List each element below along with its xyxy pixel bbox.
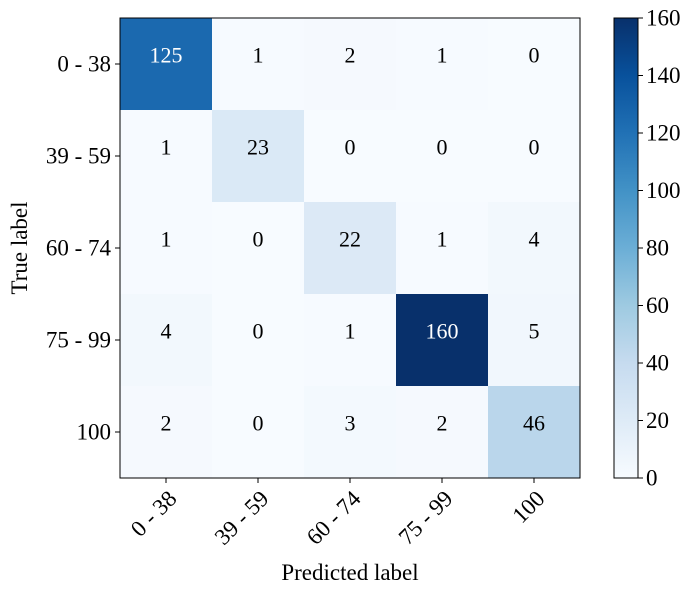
- cell-value-label: 125: [150, 43, 183, 68]
- heatmap-cell: [304, 294, 397, 387]
- cell-value-label: 0: [253, 227, 264, 252]
- colorbar-ticks: 0 20 40 60 80 100 120 140 160: [638, 6, 681, 491]
- heatmap-cell: [396, 18, 489, 111]
- colorbar-tick-label: 120: [646, 121, 681, 146]
- heatmap-cell: [304, 18, 397, 111]
- cell-value-label: 2: [345, 43, 356, 68]
- heatmap-cell: [212, 18, 305, 111]
- cell-value-label: 5: [529, 319, 540, 344]
- colorbar-tick-label: 20: [646, 408, 669, 433]
- cell-value-label: 0: [253, 319, 264, 344]
- y-tick-label: 39 - 59: [46, 144, 111, 169]
- heatmap-cell: [488, 386, 581, 479]
- cell-value-label: 23: [247, 135, 269, 160]
- y-tick-label: 75 - 99: [46, 328, 111, 353]
- cell-value-label: 0: [529, 135, 540, 160]
- cell-value-label: 0: [253, 411, 264, 436]
- heatmap-cell: [212, 386, 305, 479]
- heatmap-cell: [120, 18, 213, 111]
- cell-value-label: 4: [529, 227, 540, 252]
- heatmap-cells: 125 1 2 1 0 1 23 0 0 0 1 0 22 1 4 4 0 1 160 5 2 0 3 2 46: [120, 18, 581, 479]
- cell-value-label: 1: [345, 319, 356, 344]
- heatmap-cell: [212, 110, 305, 203]
- cell-value-label: 0: [345, 135, 356, 160]
- heatmap-cell: [212, 202, 305, 295]
- heatmap-cell: [488, 18, 581, 111]
- heatmap-cell: [488, 202, 581, 295]
- heatmap-cell: [120, 294, 213, 387]
- colorbar: [613, 17, 639, 479]
- x-tick-label: 0 - 38: [126, 486, 182, 542]
- colorbar-tick-label: 80: [646, 236, 669, 261]
- cell-value-label: 22: [339, 227, 361, 252]
- x-axis-ticks: 0 - 38 39 - 59 60 - 74 75 - 99 100: [126, 478, 550, 550]
- colorbar-tick-label: 40: [646, 351, 669, 376]
- heatmap-cell: [396, 110, 489, 203]
- heatmap-cell: [120, 202, 213, 295]
- cell-value-label: 2: [161, 411, 172, 436]
- y-axis-ticks: 0 - 38 39 - 59 60 - 74 75 - 99 100: [46, 52, 120, 445]
- x-tick-label: 39 - 59: [210, 486, 274, 550]
- heatmap-cell: [212, 294, 305, 387]
- y-axis-label: True label: [7, 201, 32, 294]
- heatmap-cell: [396, 202, 489, 295]
- heatmap-cell: [304, 202, 397, 295]
- cell-value-label: 1: [253, 43, 264, 68]
- colorbar-tick-label: 140: [646, 63, 681, 88]
- y-tick-label: 60 - 74: [46, 236, 112, 261]
- x-tick-label: 75 - 99: [394, 486, 458, 550]
- cell-value-label: 1: [161, 227, 172, 252]
- cell-value-label: 1: [437, 43, 448, 68]
- cell-value-label: 46: [523, 411, 545, 436]
- heatmap-cell: [488, 294, 581, 387]
- heatmap-cell: [396, 386, 489, 479]
- heatmap-cell: [304, 110, 397, 203]
- cell-value-label: 1: [161, 135, 172, 160]
- colorbar-tick-label: 60: [646, 293, 669, 318]
- heatmap-cell: [396, 294, 489, 387]
- cell-value-label: 160: [426, 319, 459, 344]
- y-tick-label: 0 - 38: [57, 52, 111, 77]
- cell-value-label: 1: [437, 227, 448, 252]
- colorbar-tick-label: 160: [646, 6, 681, 31]
- cell-value-label: 2: [437, 411, 448, 436]
- heatmap-cell: [304, 386, 397, 479]
- x-axis-label: Predicted label: [281, 560, 418, 585]
- x-tick-label: 60 - 74: [302, 486, 366, 550]
- cell-value-label: 0: [437, 135, 448, 160]
- heatmap-cell: [120, 110, 213, 203]
- cell-value-label: 3: [345, 411, 356, 436]
- cell-value-label: 0: [529, 43, 540, 68]
- heatmap-cell: [488, 110, 581, 203]
- x-tick-label: 100: [507, 486, 549, 528]
- cell-value-label: 4: [161, 319, 172, 344]
- heatmap-cell: [120, 386, 213, 479]
- colorbar-tick-label: 0: [646, 466, 658, 491]
- colorbar-tick-label: 100: [646, 178, 681, 203]
- y-tick-label: 100: [77, 420, 112, 445]
